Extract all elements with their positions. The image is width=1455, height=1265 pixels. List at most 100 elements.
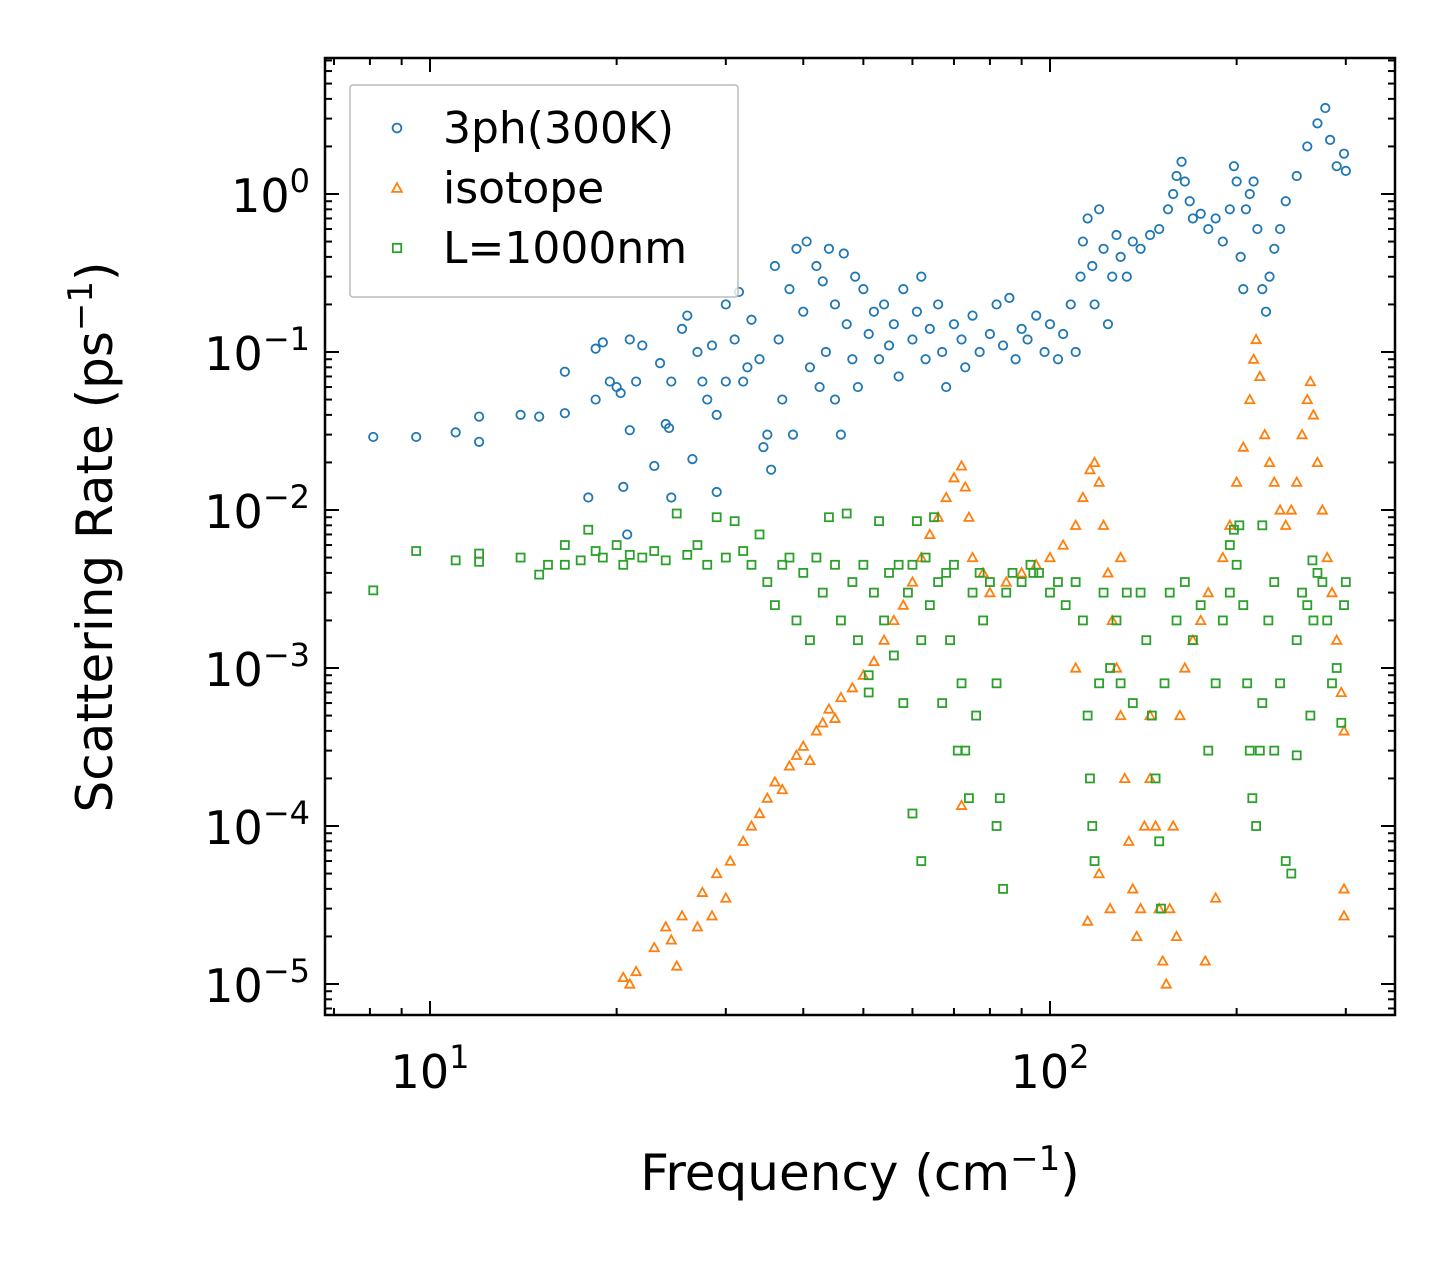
- data-point: [682, 310, 693, 321]
- data-point: [711, 409, 722, 420]
- data-point: [893, 559, 904, 570]
- data-point: [1052, 354, 1064, 365]
- data-point: [687, 453, 698, 465]
- data-point: [1244, 745, 1255, 756]
- data-point: [368, 585, 379, 596]
- data-point: [898, 284, 909, 295]
- data-point: [604, 376, 615, 387]
- data-point: [1302, 600, 1313, 611]
- data-point: [663, 422, 675, 434]
- data-point: [777, 394, 788, 405]
- data-point: [797, 739, 810, 751]
- data-point: [611, 540, 622, 550]
- data-point: [1331, 161, 1342, 172]
- data-point: [1231, 176, 1242, 187]
- data-point: [828, 711, 842, 723]
- data-point: [1126, 882, 1139, 894]
- data-point: [1163, 902, 1176, 914]
- data-point: [945, 635, 955, 646]
- legend-box: [349, 84, 739, 298]
- data-point: [618, 481, 629, 493]
- data-point: [720, 376, 731, 387]
- data-point: [1269, 577, 1280, 587]
- data-point: [873, 354, 885, 365]
- legend-item: 3ph(300K): [391, 103, 674, 154]
- y-tick-label: 10−1: [204, 320, 310, 381]
- data-point: [868, 306, 880, 317]
- data-point: [1195, 600, 1206, 611]
- data-point: [804, 362, 816, 373]
- data-point: [853, 635, 863, 646]
- data-point: [1171, 615, 1182, 626]
- data-point: [923, 528, 936, 540]
- data-point: [773, 334, 784, 345]
- data-point: [1263, 455, 1276, 468]
- data-point: [1089, 299, 1100, 310]
- data-point: [1004, 292, 1015, 303]
- data-point: [983, 586, 997, 598]
- data-point: [1045, 587, 1055, 598]
- data-point: [1156, 903, 1166, 914]
- data-point: [762, 577, 773, 587]
- data-point: [575, 555, 586, 566]
- data-point: [675, 909, 689, 921]
- data-point: [1230, 475, 1243, 487]
- data-point: [1127, 236, 1138, 247]
- data-point: [720, 552, 731, 563]
- data-point: [888, 319, 899, 330]
- data-point: [1102, 319, 1114, 330]
- data-point: [1159, 678, 1170, 689]
- data-point: [1258, 428, 1271, 440]
- legend-marker-circle-icon: [391, 122, 403, 134]
- data-point: [1240, 204, 1252, 215]
- data-point: [745, 819, 758, 831]
- data-point: [960, 745, 971, 756]
- data-point: [1075, 271, 1086, 282]
- data-point: [994, 793, 1005, 804]
- data-point: [624, 334, 635, 345]
- data-point: [1242, 678, 1253, 689]
- data-point: [1171, 170, 1182, 182]
- data-point: [1339, 600, 1349, 611]
- data-point: [966, 551, 979, 563]
- data-point: [798, 306, 809, 317]
- data-point: [1111, 615, 1122, 626]
- data-point: [1065, 299, 1076, 310]
- data-point: [948, 319, 960, 330]
- data-point: [659, 920, 672, 932]
- data-point: [829, 299, 841, 310]
- data-point: [1337, 724, 1351, 736]
- data-point: [692, 346, 703, 358]
- data-point: [1286, 868, 1297, 879]
- data-point: [474, 548, 484, 559]
- data-point: [1274, 223, 1286, 235]
- series-isotope: [617, 333, 1351, 989]
- data-point: [1263, 615, 1274, 626]
- data-point: [1098, 587, 1109, 598]
- data-point: [1154, 223, 1165, 235]
- data-point: [1322, 615, 1333, 626]
- data-point: [784, 284, 795, 295]
- data-point: [1160, 977, 1173, 989]
- data-point: [1149, 819, 1162, 831]
- data-point: [629, 965, 643, 977]
- data-point: [883, 340, 895, 351]
- data-point: [1307, 408, 1320, 420]
- data-point: [411, 546, 422, 556]
- data-point: [1167, 819, 1180, 831]
- data-point: [711, 486, 722, 498]
- data-point: [1069, 661, 1082, 673]
- data-point: [1176, 156, 1187, 167]
- data-point: [811, 260, 822, 272]
- data-point: [912, 516, 922, 527]
- data-point: [1121, 587, 1132, 598]
- data-point: [1044, 319, 1056, 330]
- data-point: [877, 633, 891, 645]
- data-point: [1097, 518, 1110, 530]
- x-tick-label: 101: [391, 1038, 470, 1099]
- data-point: [597, 337, 608, 348]
- data-point: [1078, 615, 1088, 626]
- data-point: [1217, 236, 1228, 247]
- data-point: [738, 546, 749, 556]
- data-point: [473, 411, 485, 422]
